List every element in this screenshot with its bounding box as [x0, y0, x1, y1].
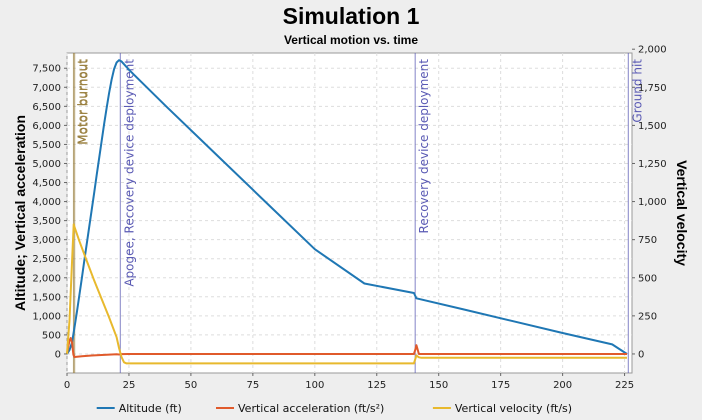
- event-label: Ground hit: [630, 59, 644, 123]
- y-left-axis-title: Altitude; Vertical acceleration: [12, 115, 28, 311]
- series-line: [66, 337, 627, 358]
- y-right-tick-label: 1,250: [638, 159, 667, 170]
- y-left-tick-label: 7,500: [32, 64, 61, 75]
- series-line: [66, 223, 627, 365]
- plot-background: [66, 52, 633, 374]
- y-left-axis-ticks: 0 500 1,000 1,500 2,000 2,500 3,000 3,500 4,000 4…: [32, 64, 67, 360]
- y-right-tick-label: 0: [638, 349, 644, 360]
- x-tick-label: 100: [305, 380, 324, 391]
- y-left-tick-label: 6,500: [32, 102, 61, 113]
- x-tick-label: 50: [185, 380, 198, 391]
- legend-label: Vertical acceleration (ft/s²): [238, 402, 384, 415]
- x-tick-label: 0: [64, 380, 70, 391]
- x-tick-label: 75: [246, 380, 259, 391]
- y-left-tick-label: 1,000: [32, 311, 61, 322]
- y-left-tick-label: 5,000: [32, 159, 61, 170]
- y-left-tick-label: 3,000: [32, 235, 61, 246]
- event-label: Motor burnout: [77, 59, 91, 145]
- y-left-tick-label: 2,500: [32, 254, 61, 265]
- y-left-tick-label: 5,500: [32, 140, 61, 151]
- y-left-tick-label: 2,000: [32, 273, 61, 284]
- event-label: Apogee, Recovery device deployment: [122, 59, 136, 287]
- x-tick-label: 225: [615, 380, 634, 391]
- y-right-tick-label: 1,500: [638, 121, 667, 132]
- event-label: Recovery device deployment: [417, 59, 431, 234]
- x-tick-label: 175: [491, 380, 510, 391]
- y-right-tick-label: 1,000: [638, 197, 667, 208]
- event-label: Motor burnout: [75, 59, 89, 145]
- y-left-tick-label: 4,500: [32, 178, 61, 189]
- x-axis-ticks: 0 25 50 75 100 125 150 175 200 225: [64, 373, 634, 391]
- chart-title: Simulation 1: [283, 3, 420, 29]
- x-tick-label: 125: [367, 380, 386, 391]
- y-left-tick-label: 3,500: [32, 216, 61, 227]
- y-right-axis-ticks: 0 250 500 750 1,000 1,250 1,500 1,750 2,000: [632, 45, 667, 360]
- y-left-tick-label: 4,000: [32, 197, 61, 208]
- grid: [66, 53, 632, 373]
- chart-subtitle: Vertical motion vs. time: [284, 33, 418, 47]
- y-right-tick-label: 1,750: [638, 83, 667, 94]
- y-right-tick-label: 750: [638, 235, 657, 246]
- legend-label: Altitude (ft): [119, 402, 182, 415]
- y-right-axis-title: Vertical velocity: [674, 160, 690, 266]
- series-line: [66, 59, 628, 355]
- y-left-tick-label: 6,000: [32, 121, 61, 132]
- y-left-tick-label: 0: [55, 349, 61, 360]
- legend-label: Vertical velocity (ft/s): [455, 402, 572, 415]
- y-right-tick-label: 250: [638, 311, 657, 322]
- y-left-tick-label: 500: [42, 330, 61, 341]
- y-right-tick-label: 2,000: [638, 45, 667, 56]
- legend: Altitude (ft) Vertical acceleration (ft/s…: [96, 402, 572, 415]
- y-left-tick-label: 1,500: [32, 292, 61, 303]
- x-tick-label: 200: [553, 380, 572, 391]
- x-tick-label: 150: [429, 380, 448, 391]
- x-tick-label: 25: [123, 380, 136, 391]
- series-lines: [66, 59, 628, 365]
- y-left-tick-label: 7,000: [32, 83, 61, 94]
- y-right-tick-label: 500: [638, 273, 657, 284]
